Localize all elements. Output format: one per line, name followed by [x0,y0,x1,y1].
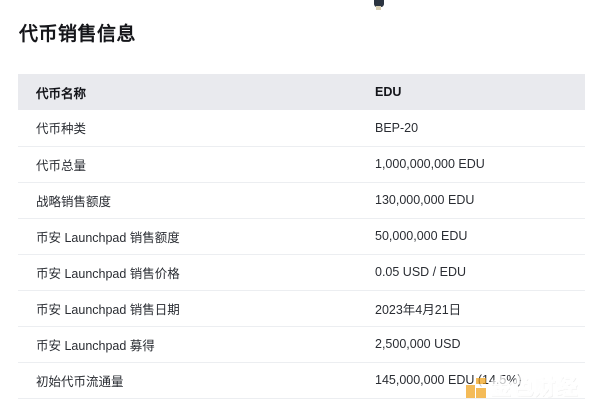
row-label: 初始代币流通量 [36,374,124,389]
table-row: 代币种类 BEP-20 [18,110,585,146]
row-label: 币安 Launchpad 销售额度 [36,230,180,245]
table-header-label: 代币名称 [36,86,87,101]
table-row: 币安 Launchpad 销售价格 0.05 USD / EDU [18,254,585,290]
row-value: 130,000,000 EDU [375,193,475,207]
table-header-row: 代币名称 EDU [18,74,585,110]
table-header-value: EDU [375,85,402,99]
page-title: 代币销售信息 [19,24,137,45]
row-value: 2023年4月21日 [375,302,462,317]
row-label: 币安 Launchpad 募得 [36,338,155,353]
row-label: 代币总量 [36,158,87,173]
row-value: 0.05 USD / EDU [375,265,467,279]
row-value: 50,000,000 EDU [375,229,468,243]
table-row: 币安 Launchpad 销售日期 2023年4月21日 [18,290,585,326]
table-row: 币安 Launchpad 销售额度 50,000,000 EDU [18,218,585,254]
table-row: 币安 Launchpad 募得 2,500,000 USD [18,326,585,362]
row-label: 代币种类 [36,122,87,137]
row-value: BEP-20 [375,120,419,135]
table-row: 战略销售额度 130,000,000 EDU [18,182,585,218]
table-body: 代币名称 EDU 代币种类 BEP-20 代币总量 1,000,000,000 … [18,74,585,398]
row-value: 2,500,000 USD [375,337,461,351]
table-row: 初始代币流通量 145,000,000 EDU (14.5%) [18,362,585,398]
row-label: 币安 Launchpad 销售价格 [36,266,180,281]
token-sale-info-table: 代币名称 EDU 代币种类 BEP-20 代币总量 1,000,000,000 … [18,74,585,399]
cropped-page-fragment [374,0,384,10]
table-row: 代币总量 1,000,000,000 EDU [18,146,585,182]
row-label: 币安 Launchpad 销售日期 [36,302,180,317]
row-value: 1,000,000,000 EDU [375,157,485,171]
row-value: 145,000,000 EDU (14.5%) [375,373,522,387]
row-label: 战略销售额度 [36,194,112,209]
